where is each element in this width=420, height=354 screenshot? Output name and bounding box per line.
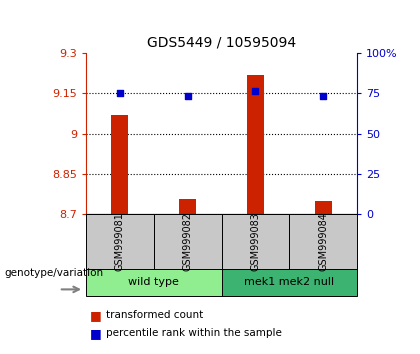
Text: GSM999084: GSM999084 <box>318 212 328 271</box>
Text: GSM999082: GSM999082 <box>183 212 193 271</box>
Bar <box>179 199 196 214</box>
Bar <box>247 75 264 214</box>
Text: GSM999081: GSM999081 <box>115 212 125 271</box>
Text: genotype/variation: genotype/variation <box>4 268 103 279</box>
Point <box>320 93 326 98</box>
Title: GDS5449 / 10595094: GDS5449 / 10595094 <box>147 35 296 49</box>
Point <box>252 88 259 94</box>
Text: mek1 mek2 null: mek1 mek2 null <box>244 277 334 287</box>
Text: GSM999083: GSM999083 <box>250 212 260 271</box>
Bar <box>111 115 129 214</box>
Text: wild type: wild type <box>129 277 179 287</box>
Bar <box>315 201 332 214</box>
Text: percentile rank within the sample: percentile rank within the sample <box>106 329 282 338</box>
Text: transformed count: transformed count <box>106 310 204 320</box>
Text: ■: ■ <box>90 309 102 321</box>
Point <box>184 93 191 98</box>
Text: ■: ■ <box>90 327 102 340</box>
Point <box>117 90 123 96</box>
